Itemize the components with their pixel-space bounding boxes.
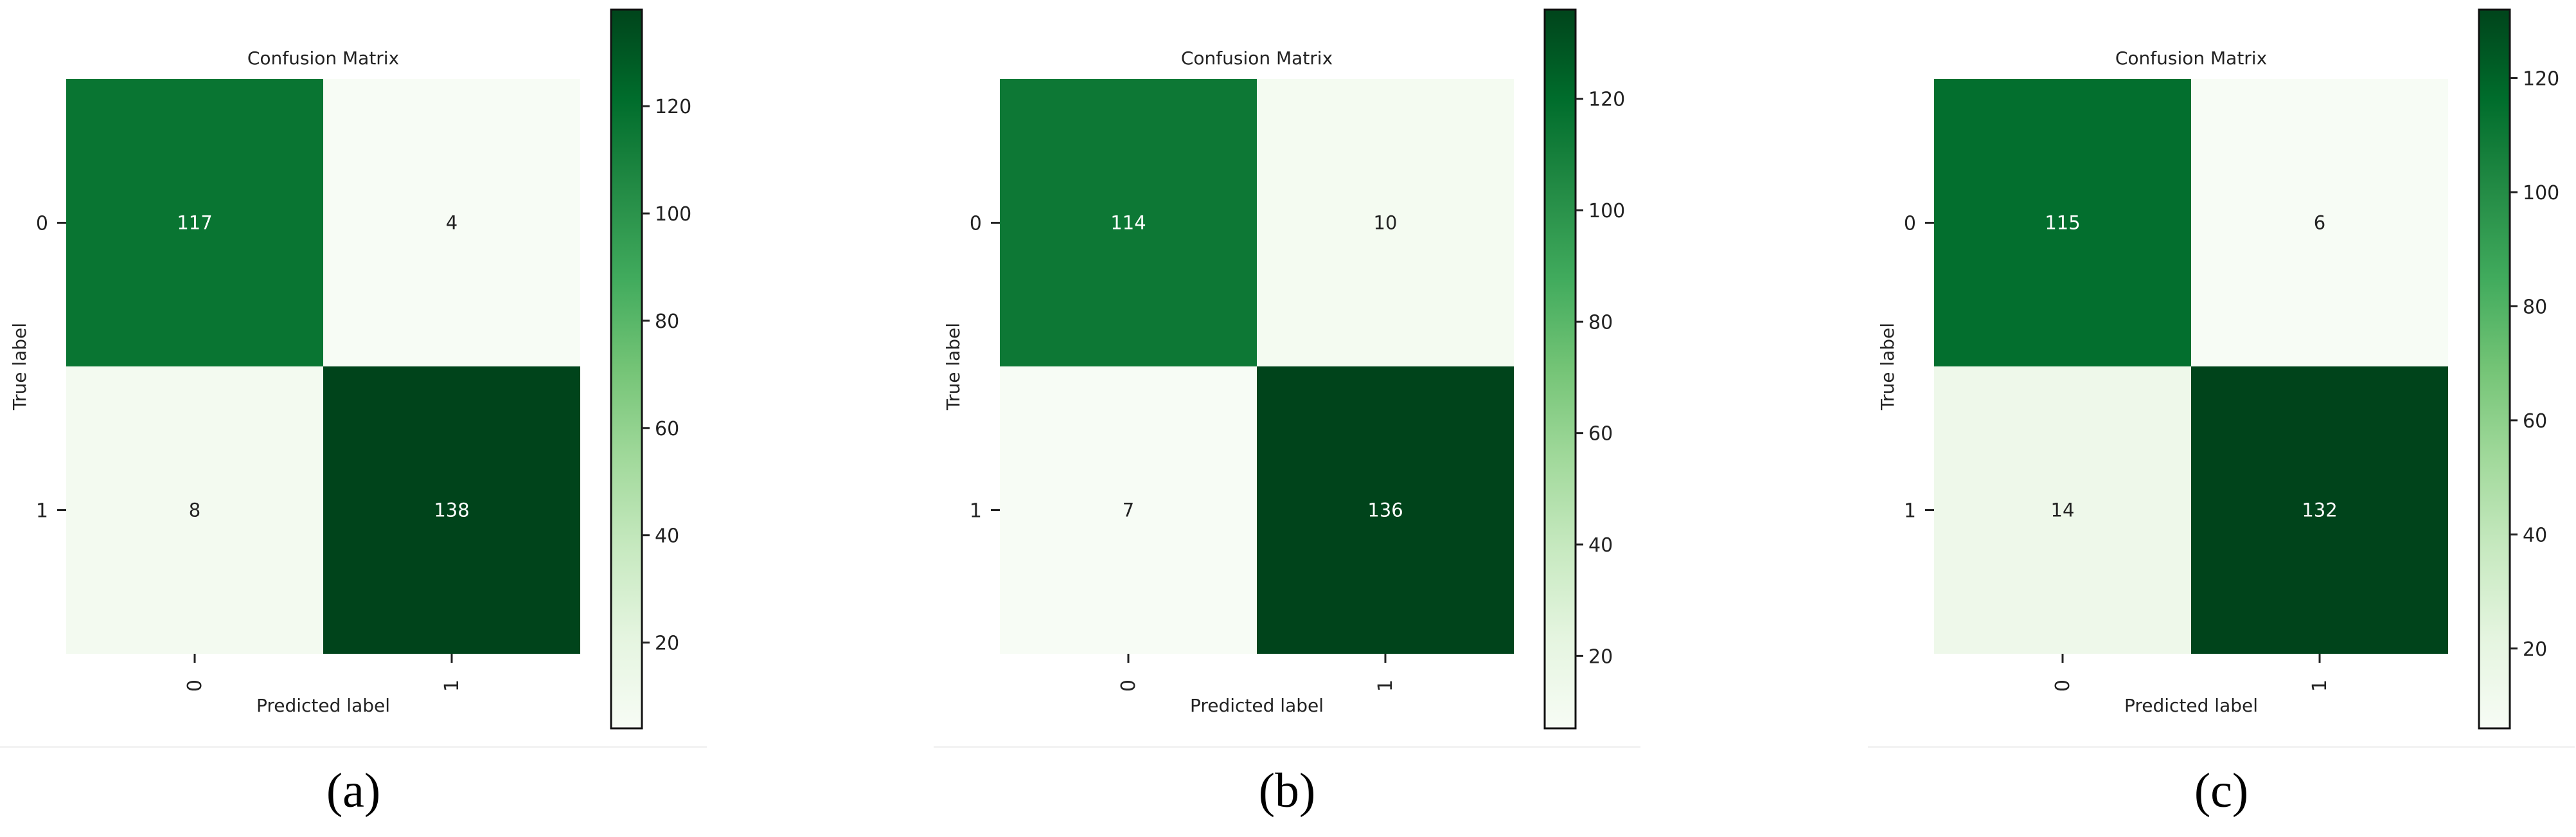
x-tick-label: 0 xyxy=(1117,680,1140,692)
y-axis-label: True label xyxy=(9,323,30,411)
colorbar xyxy=(2478,8,2511,730)
heatmap-cell-0-0 xyxy=(66,79,323,366)
y-tick-label: 0 xyxy=(36,213,48,235)
cell-value-label: 8 xyxy=(189,500,200,521)
colorbar-tick-label: 20 xyxy=(2523,638,2547,661)
x-tick-label: 1 xyxy=(2309,680,2331,692)
panel-label: (b) xyxy=(1259,764,1316,818)
y-tick-label: 1 xyxy=(1904,500,1916,523)
colorbar-tick-label: 120 xyxy=(655,96,691,118)
chart-title: Confusion Matrix xyxy=(2115,48,2267,69)
panel-label: (c) xyxy=(2194,764,2248,818)
y-tick-label: 0 xyxy=(1904,213,1916,235)
colorbar-tick-label: 100 xyxy=(655,203,691,226)
heatmap-cell-0-0 xyxy=(1000,79,1257,366)
heatmap-cell-1-1 xyxy=(2191,366,2448,654)
chart-title: Confusion Matrix xyxy=(247,48,399,69)
colorbar-tick-label: 120 xyxy=(2523,68,2559,90)
heatmap-cell-1-0 xyxy=(1934,366,2191,654)
cell-value-label: 114 xyxy=(1110,212,1146,234)
heatmap-cell-0-0 xyxy=(1934,79,2191,366)
heatmap-cell-1-1 xyxy=(1257,366,1514,654)
colorbar-tick-label: 20 xyxy=(1588,645,1613,668)
cell-value-label: 14 xyxy=(2051,500,2075,521)
heatmap-cell-1-1 xyxy=(323,366,580,654)
x-tick-label: 1 xyxy=(441,680,463,692)
panel-label: (a) xyxy=(326,764,380,818)
colorbar-tick-label: 60 xyxy=(1588,423,1613,446)
cell-value-label: 10 xyxy=(1374,212,1398,234)
x-tick-label: 0 xyxy=(2052,680,2074,692)
y-tick-label: 0 xyxy=(970,213,982,235)
colorbar-tick-label: 80 xyxy=(2523,296,2547,318)
cell-value-label: 115 xyxy=(2045,212,2080,234)
y-tick-label: 1 xyxy=(36,500,48,523)
chart-title: Confusion Matrix xyxy=(1181,48,1333,69)
x-axis-label: Predicted label xyxy=(256,695,390,716)
heatmap-cell-0-1 xyxy=(323,79,580,366)
colorbar-tick-label: 100 xyxy=(2523,182,2559,204)
colorbar-tick-label: 80 xyxy=(1588,311,1613,334)
y-axis-label: True label xyxy=(1877,323,1898,411)
colorbar-tick-label: 40 xyxy=(655,525,679,548)
colorbar-tick-label: 100 xyxy=(1588,200,1625,222)
y-tick-label: 1 xyxy=(970,500,982,523)
x-tick-label: 1 xyxy=(1374,680,1397,692)
colorbar-tick-label: 40 xyxy=(2523,524,2547,546)
cell-value-label: 7 xyxy=(1123,500,1134,521)
x-tick-label: 0 xyxy=(184,680,206,692)
cell-value-label: 6 xyxy=(2314,212,2325,234)
y-axis-label: True label xyxy=(943,323,964,411)
x-axis-label: Predicted label xyxy=(2124,695,2258,716)
colorbar-tick-label: 120 xyxy=(1588,89,1625,111)
colorbar xyxy=(1543,8,1577,730)
cell-value-label: 138 xyxy=(434,500,469,521)
colorbar-tick-label: 60 xyxy=(2523,410,2547,433)
confusion-matrix-panel-3: Confusion Matrix 115 6 14 132 0 1 0 1 Predicted l… xyxy=(1868,8,2575,818)
cell-value-label: 4 xyxy=(446,212,457,234)
heatmap-cell-1-0 xyxy=(66,366,323,654)
colorbar xyxy=(610,8,643,730)
confusion-matrix-panel-1: Confusion Matrix 117 4 8 138 0 1 0 1 Predicted la… xyxy=(0,8,707,818)
cell-value-label: 117 xyxy=(177,212,212,234)
cell-value-label: 136 xyxy=(1367,500,1403,521)
heatmap-cell-1-0 xyxy=(1000,366,1257,654)
colorbar-tick-label: 80 xyxy=(655,310,679,333)
cell-value-label: 132 xyxy=(2302,500,2337,521)
heatmap-cell-0-1 xyxy=(1257,79,1514,366)
colorbar-tick-label: 60 xyxy=(655,418,679,440)
colorbar-tick-label: 20 xyxy=(655,633,679,655)
x-axis-label: Predicted label xyxy=(1190,695,1324,716)
colorbar-tick-label: 40 xyxy=(1588,534,1613,557)
heatmap-cell-0-1 xyxy=(2191,79,2448,366)
